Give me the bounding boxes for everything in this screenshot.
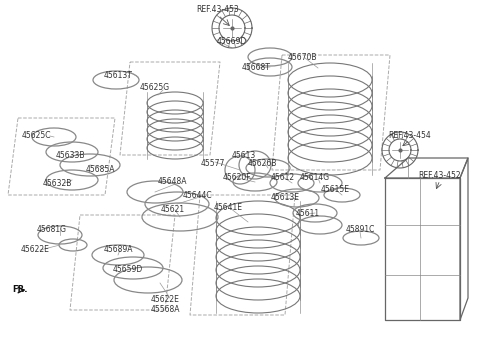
Text: 45612: 45612	[271, 172, 295, 182]
Text: REF.43-454: REF.43-454	[389, 131, 432, 141]
Text: 45614G: 45614G	[300, 173, 330, 183]
Text: 45615E: 45615E	[321, 186, 349, 194]
Text: 45633B: 45633B	[55, 150, 85, 160]
Text: 45613: 45613	[232, 151, 256, 161]
Text: 45648A: 45648A	[157, 177, 187, 187]
Text: 45568A: 45568A	[150, 306, 180, 314]
Text: 45659D: 45659D	[113, 266, 143, 274]
Text: 45644C: 45644C	[182, 192, 212, 200]
Text: 45641E: 45641E	[214, 203, 242, 213]
Text: 45626B: 45626B	[247, 159, 276, 168]
Text: 45622E: 45622E	[21, 245, 49, 255]
Text: 45620F: 45620F	[223, 173, 252, 183]
Text: 45681G: 45681G	[37, 225, 67, 235]
Text: 45625G: 45625G	[140, 83, 170, 93]
Text: 45611: 45611	[296, 209, 320, 217]
Text: 45577: 45577	[201, 159, 225, 168]
Text: FR.: FR.	[12, 286, 27, 294]
Text: REF.43-453: REF.43-453	[197, 4, 240, 14]
Text: 45669D: 45669D	[217, 38, 247, 47]
Text: 45670B: 45670B	[287, 53, 317, 63]
Text: 45613T: 45613T	[104, 71, 132, 79]
Text: 45632B: 45632B	[42, 179, 72, 189]
Text: 45668T: 45668T	[241, 64, 270, 72]
Text: 45621: 45621	[161, 206, 185, 215]
Text: 45689A: 45689A	[103, 245, 133, 255]
Text: REF.43-452: REF.43-452	[419, 170, 461, 179]
Text: 45685A: 45685A	[85, 166, 115, 174]
Text: 45622E: 45622E	[151, 295, 180, 305]
Text: 45625C: 45625C	[21, 131, 51, 141]
Text: 45891C: 45891C	[345, 225, 375, 235]
Text: 45613E: 45613E	[271, 193, 300, 201]
